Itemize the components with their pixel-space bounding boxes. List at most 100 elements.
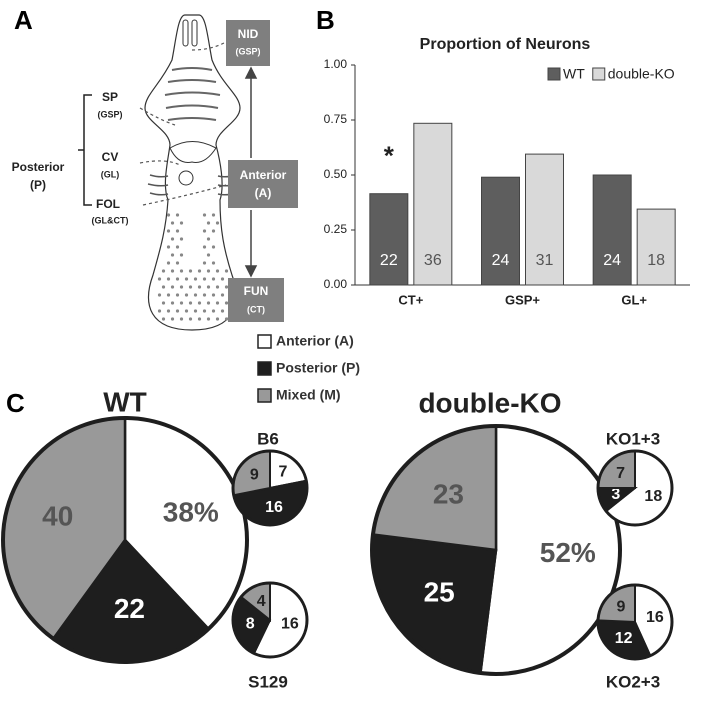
papilla-dot: [175, 229, 180, 233]
papilla-dot: [220, 309, 225, 313]
papilla-dot: [206, 285, 211, 289]
papilla-dot: [197, 301, 202, 305]
leader-lines: [139, 42, 227, 206]
legend-swatch: [257, 361, 272, 376]
pie-outline: [596, 583, 674, 661]
papilla-dot: [179, 269, 184, 273]
papilla-dot: [193, 293, 198, 297]
region-sub: (GSP): [97, 109, 122, 119]
box-sub: (A): [255, 186, 272, 200]
papilla-dot: [206, 269, 211, 273]
rugae: [164, 67, 221, 121]
region-sub: (GL&CT): [92, 215, 129, 225]
legend-swatch: [547, 67, 561, 81]
papilla-dot: [157, 293, 162, 297]
papilla-dot: [166, 261, 171, 265]
papilla-dot: [175, 293, 180, 297]
legend-swatch: [592, 67, 606, 81]
tongue-outline: [144, 14, 241, 331]
slice-label: 7: [278, 463, 287, 480]
label-box: [228, 278, 284, 322]
x-tick-label: GL+: [621, 292, 647, 307]
papilla-dot: [220, 277, 225, 281]
legend-swatch: [257, 334, 272, 349]
bar-count: 31: [536, 252, 554, 269]
bracket: [78, 94, 92, 206]
papilla-dot: [184, 277, 189, 281]
label-box: [228, 160, 298, 208]
region-label: CV: [102, 150, 119, 164]
legend-label: Anterior (A): [276, 333, 354, 349]
papilla-dot: [175, 245, 180, 249]
papilla-dot: [224, 317, 229, 321]
bar-count: 22: [380, 252, 398, 269]
pie-outline: [596, 449, 674, 527]
legend-swatch: [257, 388, 272, 403]
y-tick-label: 0.50: [324, 167, 348, 181]
legend-label: WT: [563, 66, 585, 82]
papilla-dot: [224, 269, 229, 273]
bar: [636, 208, 676, 286]
papilla-dot: [170, 317, 175, 321]
papilla-dot: [202, 309, 207, 313]
papilla-dot: [193, 277, 198, 281]
papilla-dot: [161, 301, 166, 305]
papilla-dot: [170, 301, 175, 305]
papilla-dot: [193, 309, 198, 313]
region-label: SP: [102, 90, 118, 104]
papilla-dot: [188, 285, 193, 289]
box: NID (GSP) Anterior (A) FUN (CT): [226, 20, 298, 322]
slice-label: 16: [281, 616, 299, 633]
papilla-dot: [179, 237, 184, 241]
papilla-dot: [179, 221, 184, 225]
legend-label: Posterior (P): [276, 360, 360, 376]
cv-papilla: [178, 170, 194, 186]
slice-label: 18: [644, 488, 662, 505]
papilla-dot: [224, 301, 229, 305]
slice-label: 16: [265, 499, 283, 516]
pie-title: KO1+3: [606, 429, 660, 448]
legend-label: double-KO: [608, 66, 675, 82]
papilla-dot: [197, 269, 202, 273]
papilla-dot: [202, 277, 207, 281]
papilla-dot: [166, 213, 171, 217]
slice-label: 23: [433, 478, 464, 509]
papilla-dot: [215, 269, 220, 273]
box-label: FUN: [244, 284, 269, 298]
papilla-dot: [157, 277, 162, 281]
papilla-dot: [166, 229, 171, 233]
papilla-dot: [175, 309, 180, 313]
box-label: Anterior: [240, 168, 287, 182]
papilla-dot: [202, 293, 207, 297]
papilla-dot: [206, 317, 211, 321]
papilla-dot: [197, 285, 202, 289]
papilla-dot: [188, 317, 193, 321]
papillae: [157, 213, 229, 321]
slice-label: 7: [616, 465, 625, 482]
slice-label: 9: [616, 599, 625, 616]
papilla-dot: [206, 253, 211, 257]
bar: [413, 122, 453, 286]
papilla-dot: [179, 253, 184, 257]
pie-title: WT: [103, 386, 147, 417]
bar: [481, 176, 520, 286]
papilla-dot: [188, 269, 193, 273]
panel-label: B: [316, 5, 335, 35]
pie-outline: [370, 424, 622, 676]
axis-arrow: [244, 66, 258, 278]
papilla-dot: [202, 229, 207, 233]
box-sub: (GSP): [235, 46, 260, 56]
papilla-dot: [215, 285, 220, 289]
tongue-diagram: [144, 14, 241, 331]
bar: [525, 153, 564, 286]
papilla-dot: [202, 261, 207, 265]
papilla-dot: [224, 285, 229, 289]
papilla-dot: [170, 253, 175, 257]
papilla-dot: [215, 317, 220, 321]
papilla-dot: [206, 301, 211, 305]
slice-label: 12: [615, 630, 633, 647]
papilla-dot: [220, 293, 225, 297]
region-label: FOL: [96, 197, 120, 211]
x-tick-label: GSP+: [505, 292, 540, 307]
